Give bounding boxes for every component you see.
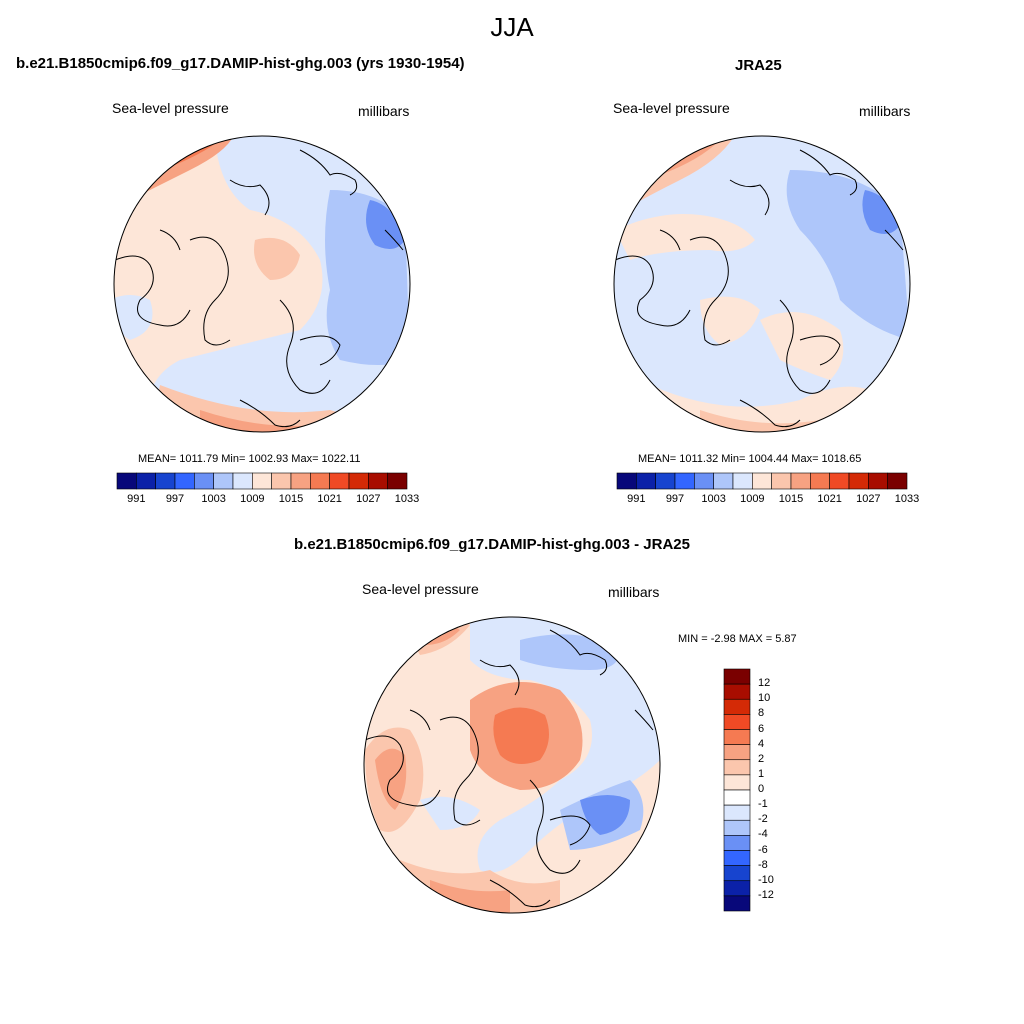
- colorbar-swatch: [887, 472, 908, 490]
- colorbar-tick-label: 0: [758, 783, 765, 795]
- colorbar-tick-label: -12: [758, 888, 774, 901]
- colorbar-swatch: [723, 819, 751, 836]
- colorbar-tick-label: -6: [758, 843, 768, 856]
- colorbar-swatch: [723, 880, 751, 897]
- colorbar-tick-label: 1021: [317, 493, 342, 505]
- colorbar-swatch: [723, 759, 751, 776]
- panel-obs-variable: Sea-level pressure: [613, 100, 730, 116]
- colorbar-tick-label: -10: [758, 873, 774, 886]
- colorbar-tick-label: 991: [127, 493, 146, 505]
- colorbar-tick-label: 997: [165, 493, 185, 505]
- colorbar-swatch: [723, 774, 751, 791]
- colorbar-swatch: [723, 835, 751, 851]
- colorbar-tick-label: -1: [758, 798, 768, 811]
- colorbar-tick-label: 1009: [240, 493, 265, 505]
- figure-title: JJA: [490, 12, 534, 42]
- colorbar-tick-label: 1015: [778, 493, 804, 505]
- panel-obs-units: millibars: [859, 103, 911, 119]
- panel-model-stats: MEAN= 1011.79 Min= 1002.93 Max= 1022.11: [138, 453, 361, 465]
- colorbar-swatch: [723, 895, 751, 912]
- colorbar-tick-label: 1009: [740, 493, 765, 505]
- panel-diff-stats: MIN = -2.98 MAX = 5.87: [678, 633, 797, 645]
- colorbar-tick-label: 1033: [894, 493, 920, 505]
- panel-diff-colorbar: [723, 668, 751, 912]
- colorbar-swatch: [723, 865, 751, 882]
- colorbar-tick-label: 12: [758, 677, 771, 690]
- panel-model-units: millibars: [358, 103, 410, 119]
- panel-model-title: b.e21.B1850cmip6.f09_g17.DAMIP-hist-ghg.…: [16, 55, 465, 72]
- colorbar-tick-label: 1003: [201, 493, 226, 505]
- colorbar-tick-label: 1027: [856, 493, 881, 505]
- colorbar-tick-label: 1021: [817, 493, 842, 505]
- colorbar-swatch: [723, 789, 751, 806]
- colorbar-tick-label: 8: [758, 707, 765, 720]
- colorbar-tick-label: 1: [758, 767, 765, 780]
- colorbar-tick-label: 6: [758, 722, 765, 735]
- colorbar-tick-label: 1033: [394, 493, 420, 505]
- colorbar-tick-label: -4: [758, 828, 768, 841]
- colorbar-swatch: [723, 683, 751, 700]
- panel-obs-title: JRA25: [735, 57, 782, 74]
- colorbar-tick-label: 4: [758, 737, 765, 750]
- colorbar-tick-label: 10: [758, 692, 771, 705]
- panel-model-variable: Sea-level pressure: [112, 100, 229, 116]
- panel-diff-title: b.e21.B1850cmip6.f09_g17.DAMIP-hist-ghg.…: [294, 536, 690, 553]
- panel-obs-stats: MEAN= 1011.32 Min= 1004.44 Max= 1018.65: [638, 453, 862, 465]
- panel-model-colorbar: [116, 472, 408, 490]
- colorbar-tick-label: 2: [758, 752, 765, 765]
- colorbar-swatch: [723, 714, 751, 730]
- colorbar-tick-label: -2: [758, 813, 768, 826]
- panel-diff-variable: Sea-level pressure: [362, 581, 479, 597]
- panel-diff-units: millibars: [608, 584, 660, 600]
- colorbar-swatch: [723, 729, 751, 745]
- colorbar-tick-label: 1027: [356, 493, 381, 505]
- panel-obs-colorbar: [616, 472, 908, 490]
- colorbar-tick-label: 991: [627, 493, 646, 505]
- colorbar-swatch: [723, 698, 751, 715]
- colorbar-swatch: [723, 744, 751, 761]
- colorbar-tick-label: -8: [758, 858, 768, 871]
- colorbar-tick-label: 1015: [278, 493, 304, 505]
- colorbar-swatch: [723, 668, 751, 685]
- colorbar-swatch: [723, 804, 751, 821]
- colorbar-swatch: [723, 850, 751, 866]
- colorbar-tick-label: 997: [665, 493, 685, 505]
- colorbar-swatch: [387, 472, 408, 490]
- colorbar-tick-label: 1003: [701, 493, 726, 505]
